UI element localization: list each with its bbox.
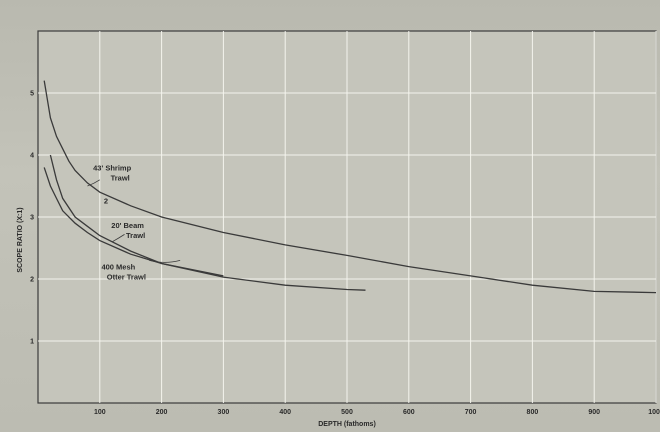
y-tick-label: 2: [30, 277, 34, 284]
curves: [43, 80, 657, 294]
x-tick-label: 500: [341, 409, 353, 416]
curve-annotation: 43' Shrimp Trawl: [93, 164, 131, 183]
tick-labels: 100 200 300 400 500 600 700 800 900 1000 1 2 3 4 5: [30, 91, 660, 417]
x-tick-label: 700: [465, 409, 477, 416]
annotation-leader: [111, 234, 125, 243]
x-tick-label: 200: [156, 409, 168, 416]
x-tick-label: 300: [218, 409, 230, 416]
series-line-2: [43, 167, 366, 291]
x-tick-label: 1000: [648, 409, 660, 416]
y-tick-label: 1: [30, 339, 34, 346]
series-line-1: [49, 154, 224, 277]
y-axis-label: SCOPE RATIO (X:1): [17, 207, 24, 272]
annotation-line: Trawl: [111, 174, 130, 183]
annotation-line: 20' Beam: [111, 221, 144, 230]
y-tick-label: 5: [30, 91, 34, 98]
series-line-0: [43, 80, 657, 294]
x-tick-label: 800: [527, 409, 539, 416]
x-axis-label: DEPTH (fathoms): [318, 421, 376, 428]
x-tick-label: 900: [588, 409, 600, 416]
x-tick-label: 100: [94, 409, 106, 416]
annotation-line: 43' Shrimp: [93, 164, 131, 173]
annotation-line: Otter Trawl: [107, 273, 146, 282]
x-tick-label: 600: [403, 409, 415, 416]
curve-annotation: 20' Beam Trawl: [111, 221, 145, 240]
annotation-line: 400 Mesh: [101, 263, 135, 272]
curve-annotation: 400 Mesh Otter Trawl: [101, 263, 145, 282]
x-tick-label: 400: [279, 409, 291, 416]
y-tick-label: 4: [30, 153, 34, 160]
annotation-leader: [87, 179, 101, 187]
y-tick-label: 3: [30, 215, 34, 222]
annotation-line: 2: [104, 196, 108, 205]
annotation-line: Trawl: [126, 231, 145, 240]
curve-annotation: 2: [104, 196, 108, 205]
grid-lines: [38, 31, 657, 403]
annotation-leader: [149, 260, 181, 263]
